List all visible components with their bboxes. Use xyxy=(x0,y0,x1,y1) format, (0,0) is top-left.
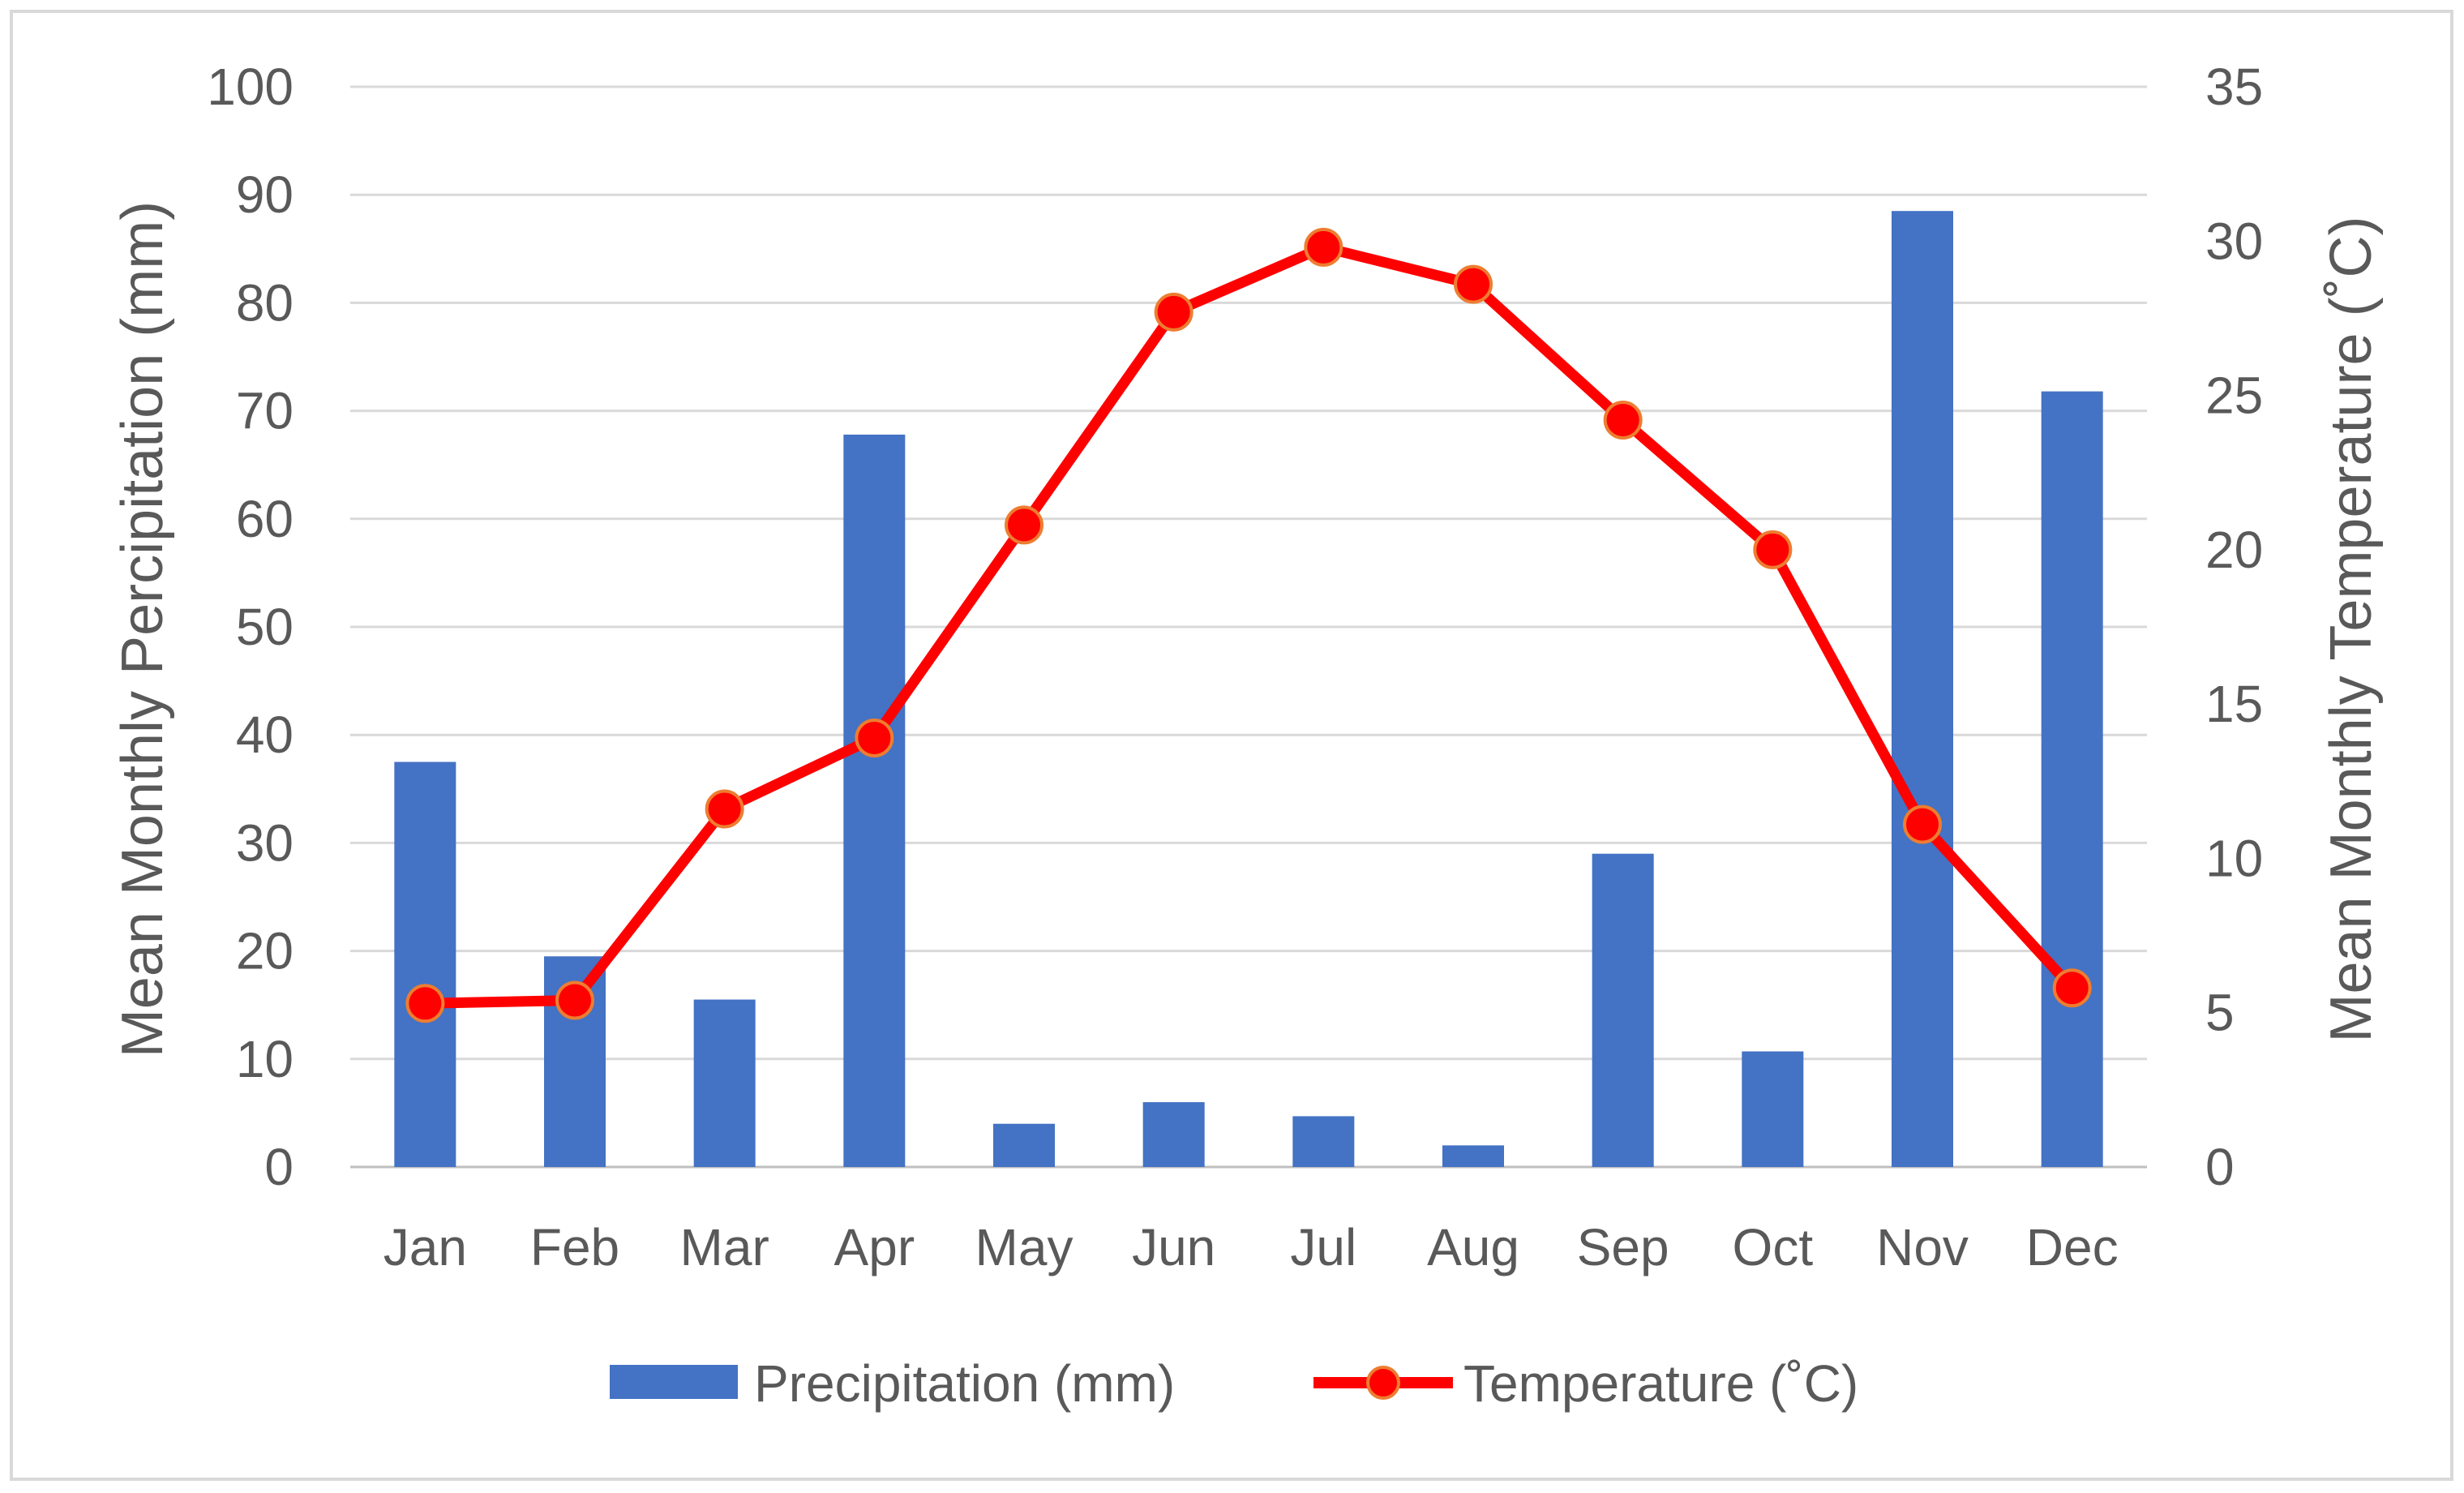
temperature-point xyxy=(405,984,445,1023)
temperature-point xyxy=(2052,968,2092,1008)
precipitation-bar xyxy=(1592,853,1654,1167)
left-tick-label: 60 xyxy=(236,490,294,548)
x-tick-label: May xyxy=(975,1218,1073,1276)
right-axis-ticks: 0 5 10 15 20 25 30 35 xyxy=(2205,58,2263,1196)
x-tick-label: Jul xyxy=(1290,1218,1356,1276)
right-tick-label: 10 xyxy=(2205,829,2263,887)
temperature-point xyxy=(1603,401,1643,440)
left-tick-label: 50 xyxy=(236,598,294,656)
x-tick-label: Mar xyxy=(680,1218,769,1276)
left-tick-label: 20 xyxy=(236,922,294,980)
temperature-point xyxy=(555,980,594,1020)
temperature-point xyxy=(705,789,744,829)
right-tick-label: 5 xyxy=(2205,984,2235,1042)
left-tick-label: 30 xyxy=(236,813,294,872)
precipitation-bar xyxy=(1742,1051,1804,1167)
x-tick-label: Sep xyxy=(1577,1218,1669,1276)
right-tick-label: 35 xyxy=(2205,58,2263,116)
precipitation-bars xyxy=(394,211,2103,1168)
right-tick-label: 15 xyxy=(2205,675,2263,733)
right-tick-label: 0 xyxy=(2205,1138,2235,1196)
legend-label-temperature: Temperature (˚C) xyxy=(1463,1354,1858,1413)
temperature-point xyxy=(1903,804,1942,844)
temperature-point xyxy=(1154,292,1193,332)
legend-label-precipitation: Precipitation (mm) xyxy=(754,1354,1175,1413)
x-tick-label: Dec xyxy=(2026,1218,2119,1276)
right-tick-label: 30 xyxy=(2205,212,2263,270)
x-tick-label: Apr xyxy=(834,1218,915,1276)
x-tick-label: Jan xyxy=(384,1218,467,1276)
precipitation-bar xyxy=(2041,391,2103,1167)
x-tick-label: Feb xyxy=(530,1218,619,1276)
legend-swatch-precipitation xyxy=(610,1365,738,1399)
x-tick-label: Jun xyxy=(1132,1218,1215,1276)
left-tick-label: 0 xyxy=(264,1138,294,1196)
precipitation-bar xyxy=(1292,1116,1355,1167)
precipitation-bar xyxy=(843,434,906,1167)
temperature-point xyxy=(1304,227,1343,267)
x-tick-label: Aug xyxy=(1427,1218,1519,1276)
right-tick-label: 20 xyxy=(2205,521,2263,579)
temperature-point xyxy=(855,719,894,758)
left-axis-ticks: 0 10 20 30 40 50 60 70 80 90 100 xyxy=(207,58,294,1196)
temperature-series-line xyxy=(425,242,2076,1009)
precipitation-bar xyxy=(1892,211,1953,1168)
x-tick-label: Oct xyxy=(1733,1218,1814,1276)
precipitation-bar xyxy=(1142,1102,1205,1167)
left-tick-label: 70 xyxy=(236,382,294,440)
gridlines xyxy=(350,85,2147,1169)
temperature-point xyxy=(1753,530,1793,569)
left-tick-label: 100 xyxy=(207,58,294,116)
right-tick-label: 25 xyxy=(2205,367,2263,425)
precipitation-bar xyxy=(394,762,456,1167)
temperature-point xyxy=(1454,264,1493,304)
x-tick-label: Nov xyxy=(1876,1218,1969,1276)
legend-marker-temperature xyxy=(1366,1366,1400,1400)
right-axis-label: Mean Monthly Temperature (˚C) xyxy=(2319,216,2384,1042)
left-tick-label: 40 xyxy=(236,706,294,764)
precipitation-bar xyxy=(993,1123,1055,1167)
left-tick-label: 90 xyxy=(236,165,294,224)
legend: Precipitation (mm) Temperature (˚C) xyxy=(610,1354,1858,1413)
temperature-line xyxy=(405,227,2092,1023)
precipitation-bar xyxy=(1442,1145,1504,1167)
left-tick-label: 80 xyxy=(236,273,294,332)
left-tick-label: 10 xyxy=(236,1030,294,1088)
precipitation-bar xyxy=(693,999,756,1167)
temperature-point xyxy=(1005,505,1043,545)
x-axis-ticks: Jan Feb Mar Apr May Jun Jul Aug Sep Oct Nov Dec xyxy=(384,1218,2119,1276)
left-axis-label: Mean Monthly Percipitation (mm) xyxy=(110,201,175,1058)
